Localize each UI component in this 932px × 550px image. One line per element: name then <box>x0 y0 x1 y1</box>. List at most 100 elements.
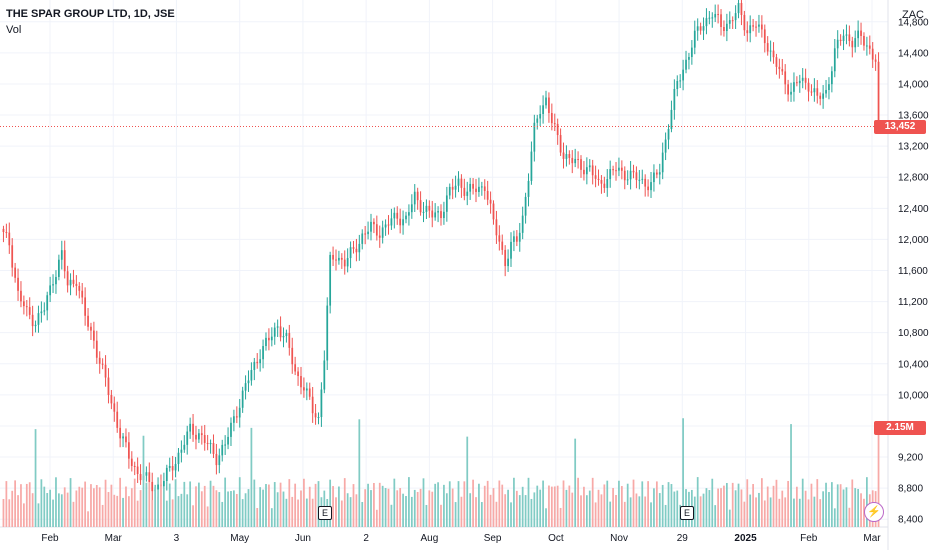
x-tick-label: May <box>230 533 249 544</box>
volume-bar <box>758 492 760 527</box>
volume-bar <box>498 480 501 527</box>
candle-body <box>676 80 679 89</box>
volume-bar <box>413 489 416 527</box>
candle-body <box>40 311 43 314</box>
volume-bar <box>5 481 8 527</box>
candle-body <box>717 14 719 16</box>
candle-body <box>326 305 329 361</box>
volume-bar <box>431 491 434 527</box>
volume-bar <box>90 484 92 527</box>
candle-body <box>486 190 489 200</box>
candle-body <box>836 39 839 49</box>
candle-body <box>168 466 171 468</box>
candle-body <box>472 183 474 189</box>
volume-bar <box>273 482 276 527</box>
volume-bar <box>69 478 72 527</box>
y-tick-label: 11,600 <box>898 266 928 277</box>
candle-body <box>609 169 612 180</box>
volume-bar <box>416 491 419 527</box>
candle-body <box>507 258 509 267</box>
volume-bar <box>361 501 364 527</box>
candle-body <box>618 167 620 171</box>
volume-bar <box>250 427 253 527</box>
candle-body <box>868 45 871 49</box>
volume-bar <box>148 482 151 527</box>
candle-body <box>273 327 276 337</box>
volume-bar <box>618 480 620 527</box>
candle-body <box>329 254 332 306</box>
volume-bar <box>399 488 402 527</box>
currency-label[interactable]: ZAC <box>902 9 924 21</box>
candle-body <box>708 17 711 19</box>
volume-bar <box>851 479 854 527</box>
volume-bar <box>825 482 827 527</box>
candle-body <box>17 277 19 291</box>
candle-body <box>583 169 585 175</box>
volume-bar <box>682 418 684 527</box>
volume-bar <box>434 483 437 527</box>
volume-bar <box>454 502 457 527</box>
candle-body <box>588 165 591 168</box>
volume-bar <box>542 480 544 527</box>
candle-body <box>139 474 142 481</box>
candle-body <box>495 219 498 236</box>
volume-bar <box>504 494 507 527</box>
candle-body <box>122 436 124 439</box>
volume-bar <box>195 486 197 527</box>
volume-bar <box>308 486 311 527</box>
candle-body <box>375 224 378 236</box>
candle-body <box>224 444 227 446</box>
candle-body <box>688 57 690 60</box>
candle-body <box>355 248 358 253</box>
candle-body <box>685 59 687 70</box>
volume-bar <box>352 484 355 527</box>
symbol-title-text: THE SPAR GROUP LTD, 1D, JSE <box>6 8 175 20</box>
earnings-marker[interactable]: E <box>318 506 332 520</box>
y-tick-label: 11,200 <box>898 297 928 308</box>
candle-body <box>390 218 393 226</box>
volume-bar <box>816 479 819 527</box>
volume-bar <box>830 482 833 527</box>
volume-bar <box>259 487 262 527</box>
candle-body <box>632 170 635 173</box>
candle-body <box>510 241 512 259</box>
candle-body <box>46 295 49 311</box>
volume-indicator-label[interactable]: Vol <box>6 24 22 36</box>
candle-body <box>629 170 632 180</box>
volume-bar <box>145 482 148 527</box>
candle-body <box>594 175 597 179</box>
candle-body <box>513 236 515 242</box>
y-tick-label: 14,400 <box>898 48 929 59</box>
volume-bar <box>66 492 69 527</box>
volume-bar <box>664 504 667 527</box>
candle-body <box>556 123 559 136</box>
candle-body <box>819 95 822 99</box>
volume-bar <box>539 489 542 527</box>
candle-body <box>28 307 31 315</box>
candle-body <box>52 284 54 286</box>
candle-body <box>845 34 848 36</box>
volume-bar <box>84 481 87 527</box>
candle-body <box>203 435 206 443</box>
candle-body <box>702 26 705 31</box>
earnings-marker[interactable]: E <box>680 506 694 520</box>
candle-body <box>253 361 256 371</box>
candle-body <box>842 35 845 42</box>
volume-bar <box>676 490 679 527</box>
symbol-title: THE SPAR GROUP LTD, 1D, JSE <box>6 8 175 20</box>
volume-bar <box>562 480 565 527</box>
volume-bar <box>772 485 775 527</box>
candle-body <box>790 91 792 95</box>
volume-bar <box>410 496 413 527</box>
lightning-icon[interactable]: ⚡ <box>864 502 884 522</box>
candle-body <box>854 38 857 48</box>
candle-body <box>373 221 375 225</box>
volume-bar <box>795 486 798 527</box>
candle-body <box>647 186 649 191</box>
y-tick-label: 9,200 <box>898 453 923 464</box>
x-tick-label: 29 <box>677 533 689 544</box>
candle-body <box>136 466 139 475</box>
candle-body <box>335 259 337 261</box>
volume-bar <box>486 480 489 527</box>
